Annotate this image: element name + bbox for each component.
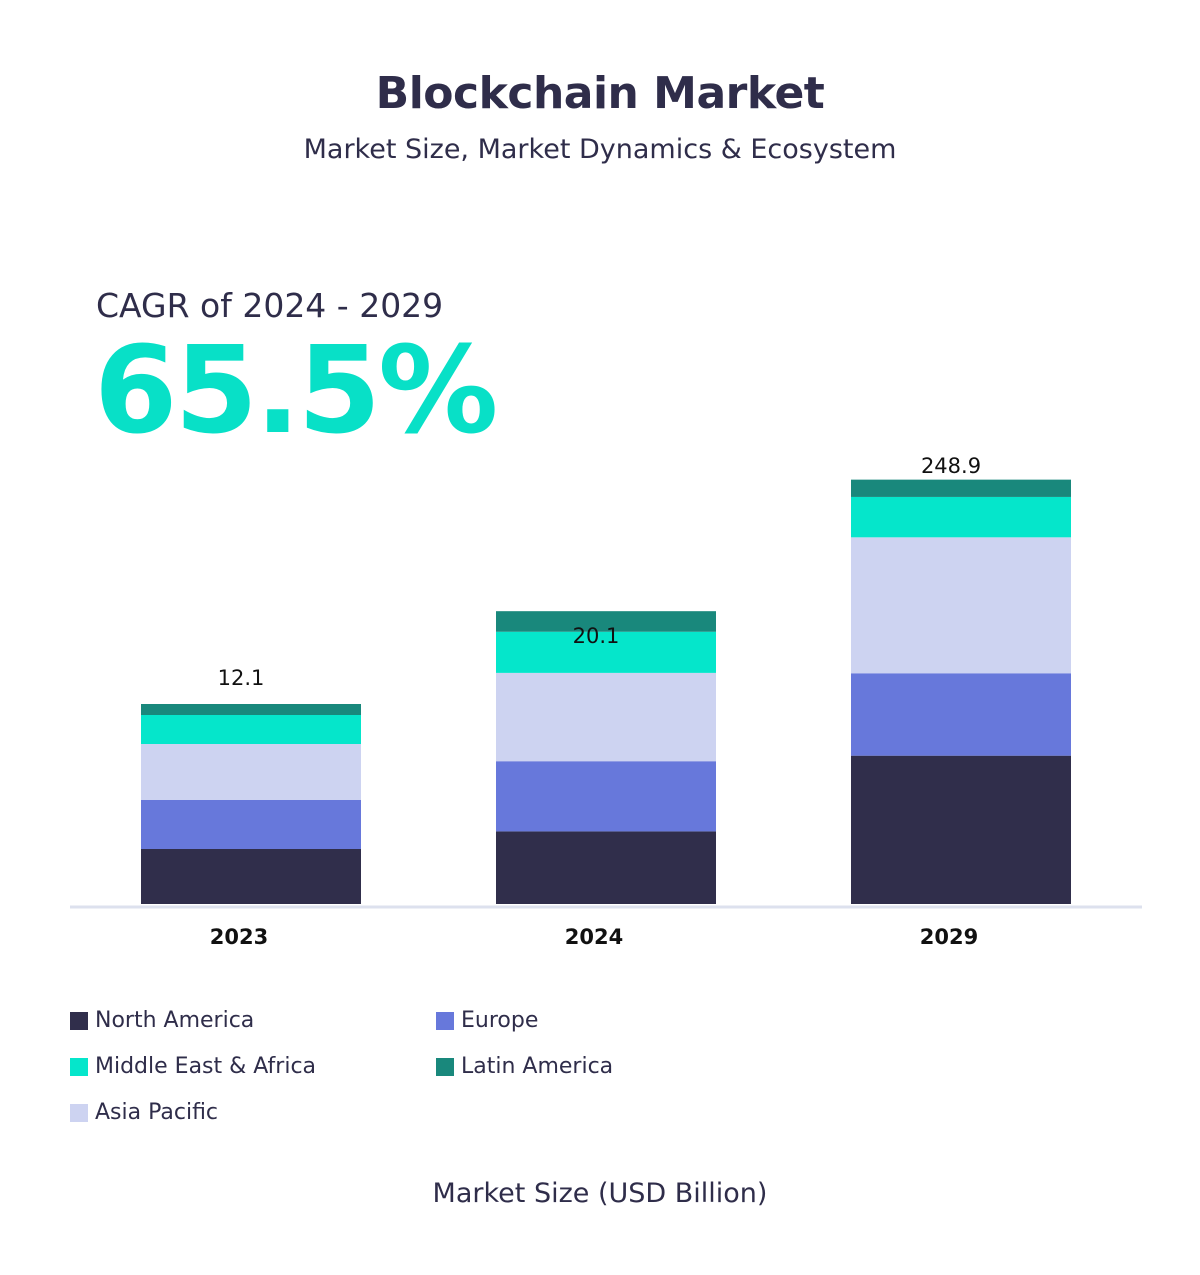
legend-item-europe: Europe [436,1008,538,1033]
chart-title: Blockchain Market [375,68,825,119]
legend-label: Latin America [461,1054,614,1079]
legend-item-latin-america: Latin America [436,1054,613,1079]
x-tick-label-2029: 2029 [920,925,978,949]
bar-segment-2023-europe [141,800,361,849]
data-label-2023: 12.1 [218,666,265,690]
legend-label: Middle East & Africa [95,1054,317,1079]
legend-label: North America [95,1008,255,1033]
cagr-value: 65.5% [94,322,498,461]
x-tick-label-2023: 2023 [210,925,268,949]
legend-swatch [436,1057,454,1076]
chart-subtitle: Market Size, Market Dynamics & Ecosystem [303,134,897,165]
bar-segment-2023-north-america [141,849,361,904]
bar-segment-2029-north-america [851,755,1071,904]
cagr-label: CAGR of 2024 - 2029 [96,286,444,325]
legend-swatch [70,1057,88,1076]
stacked-bar-chart: 12.1 2023 20.1 2024 248.9 2029 [70,454,1142,949]
bar-segment-2023-latin-america [141,704,361,715]
bar-segment-2024-latin-america [496,611,716,632]
bar-segment-2024-north-america [496,831,716,904]
bar-segment-2024-asia-pacific [496,672,716,762]
data-label-2024: 20.1 [573,624,620,648]
legend-item-middle-east-africa: Middle East & Africa [70,1054,316,1079]
legend-item-north-america: North America [70,1008,254,1033]
legend-label: Asia Pacific [95,1100,219,1125]
legend-swatch [70,1011,88,1030]
bar-segment-2023-middle-east-africa [141,715,361,744]
bar-segment-2029-europe [851,673,1071,756]
bar-segment-2024-middle-east-africa [496,631,716,673]
axis-caption: Market Size (USD Billion) [432,1178,768,1209]
legend-label: Europe [461,1008,539,1033]
bar-segment-2024-europe [496,761,716,832]
data-label-2029: 248.9 [921,454,981,478]
bar-segment-2023-asia-pacific [141,744,361,800]
legend-swatch [436,1011,454,1030]
legend-item-asia-pacific: Asia Pacific [70,1100,218,1125]
bar-segment-2029-asia-pacific [851,537,1071,674]
legend-swatch [70,1103,88,1122]
bar-segment-2029-middle-east-africa [851,496,1071,538]
bar-segment-2029-latin-america [851,479,1071,497]
x-tick-label-2024: 2024 [565,925,623,949]
